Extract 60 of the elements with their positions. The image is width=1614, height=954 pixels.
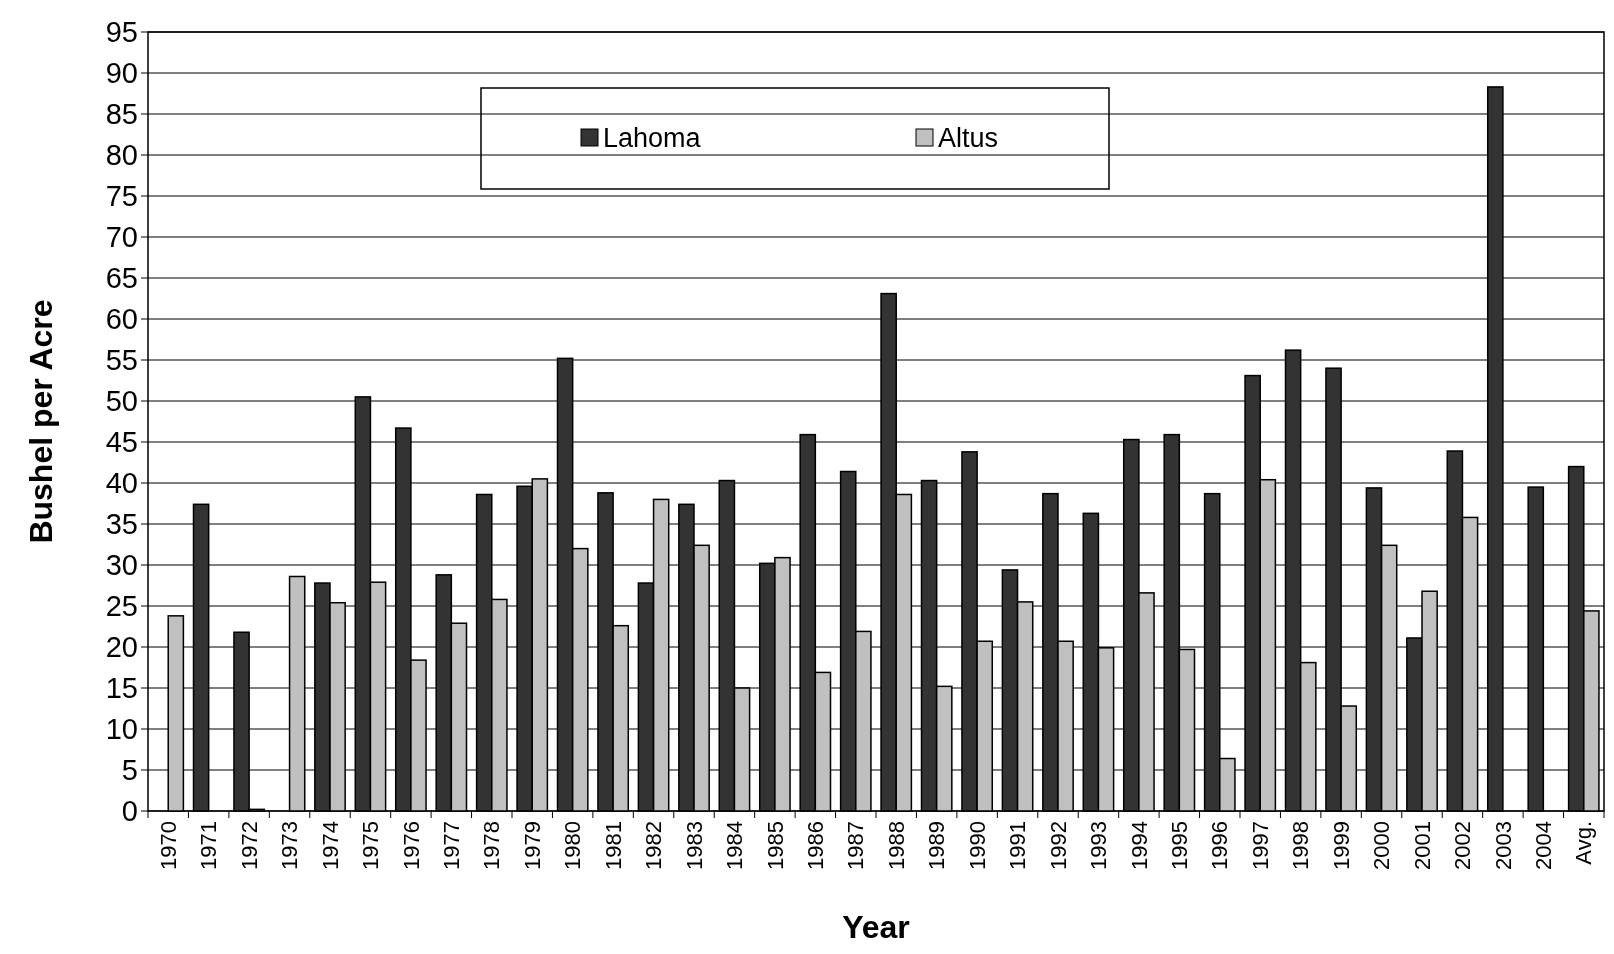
y-tick-label: 0: [121, 795, 138, 828]
y-tick-label: 90: [105, 57, 138, 90]
y-tick-label: 45: [105, 426, 138, 459]
y-tick-label: 80: [105, 139, 138, 172]
y-tick-label: 35: [105, 508, 138, 541]
x-tick-label: 1990: [964, 821, 990, 870]
x-tick-label: 1984: [722, 821, 748, 870]
legend-label: Lahoma: [603, 123, 702, 154]
x-tick-label: Avg.: [1571, 821, 1597, 865]
y-tick-label: 20: [105, 631, 138, 664]
y-tick-label: 75: [105, 180, 138, 213]
x-tick-label: 1996: [1207, 821, 1233, 870]
x-tick-label: 1981: [600, 821, 626, 870]
x-tick-label: 1976: [398, 821, 424, 870]
x-tick-label: 2003: [1490, 821, 1516, 870]
y-tick-label: 25: [105, 590, 138, 623]
x-axis-title: Year: [842, 909, 910, 945]
x-tick-label: 1992: [1045, 821, 1071, 870]
x-tick-label: 1973: [277, 821, 303, 870]
y-tick-label: 95: [105, 16, 138, 49]
y-tick-label: 70: [105, 221, 138, 254]
x-tick-label: 1970: [155, 821, 181, 870]
y-tick-label: 65: [105, 262, 138, 295]
x-tick-label: 1994: [1126, 821, 1152, 870]
x-tick-label: 1987: [843, 821, 869, 870]
x-tick-label: 1978: [479, 821, 505, 870]
y-tick-label: 30: [105, 549, 138, 582]
x-tick-label: 2002: [1450, 821, 1476, 870]
y-tick-label: 15: [105, 672, 138, 705]
x-tick-label: 1993: [1086, 821, 1112, 870]
y-tick-label: 40: [105, 467, 138, 500]
x-tick-label: 1985: [762, 821, 788, 870]
x-tick-label: 1986: [803, 821, 829, 870]
x-tick-label: 2000: [1369, 821, 1395, 870]
x-tick-label: 1979: [519, 821, 545, 870]
x-tick-label: 2004: [1531, 821, 1557, 870]
x-tick-label: 1982: [641, 821, 667, 870]
x-tick-label: 1977: [439, 821, 465, 870]
y-tick-label: 5: [121, 754, 138, 787]
x-tick-label: 1975: [358, 821, 384, 870]
x-tick-label: 1974: [317, 821, 343, 870]
x-tick-label: 1988: [883, 821, 909, 870]
x-tick-label: 2001: [1409, 821, 1435, 870]
x-tick-label: 1983: [681, 821, 707, 870]
y-tick-label: 50: [105, 385, 138, 418]
x-tick-label: 1971: [196, 821, 222, 870]
y-tick-label: 10: [105, 713, 138, 746]
x-tick-label: 1999: [1328, 821, 1354, 870]
x-tick-label: 1995: [1167, 821, 1193, 870]
y-tick-label: 85: [105, 98, 138, 131]
x-tick-label: 1998: [1288, 821, 1314, 870]
x-tick-label: 1997: [1247, 821, 1273, 870]
y-tick-label: 55: [105, 344, 138, 377]
x-tick-label: 1980: [560, 821, 586, 870]
x-tick-label: 1991: [1005, 821, 1031, 870]
legend-label: Altus: [938, 123, 999, 154]
y-tick-label: 60: [105, 303, 138, 336]
y-axis-title: Bushel per Acre: [23, 299, 59, 544]
x-tick-label: 1972: [236, 821, 262, 870]
x-tick-label: 1989: [924, 821, 950, 870]
